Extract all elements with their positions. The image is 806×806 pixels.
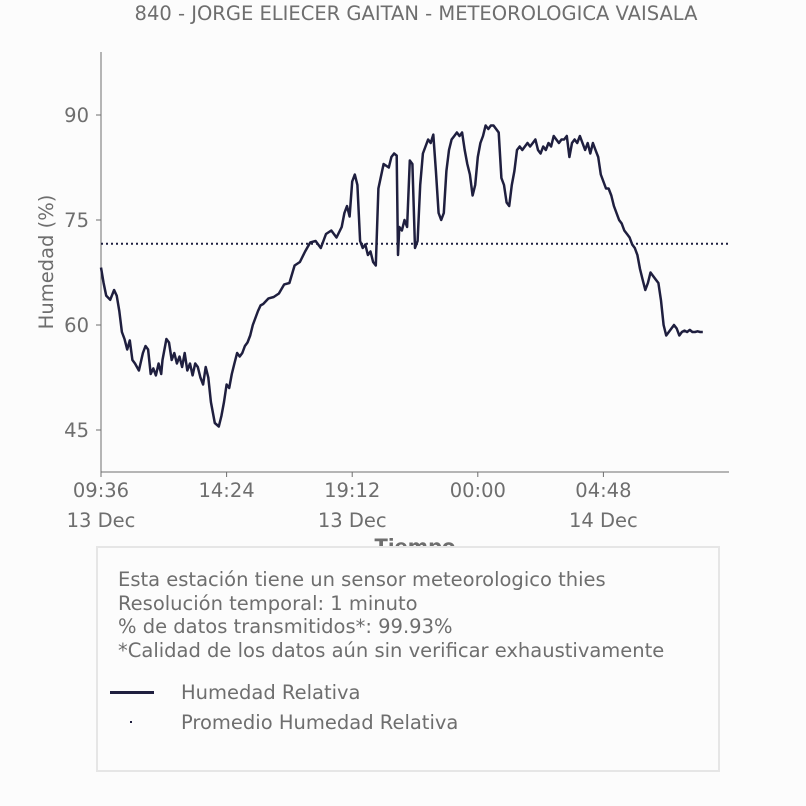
legend-box: Esta estación tiene un sensor meteorolog… (96, 546, 720, 772)
x-tick-label: 14:24 (198, 479, 254, 502)
y-tick-label: 90 (64, 104, 89, 127)
legend-item-average: Promedio Humedad Relativa (110, 710, 458, 734)
chart-title: 840 - JORGE ELIECER GAITAN - METEOROLOGI… (135, 2, 699, 25)
y-tick-label: 75 (64, 209, 89, 232)
x-tick-label: 19:12 (324, 479, 380, 502)
x-tick-label: 00:00 (450, 479, 506, 502)
legend-item-humidity: Humedad Relativa (110, 680, 361, 704)
x-tick-date-label: 13 Dec (67, 509, 136, 532)
note-sensor: Esta estación tiene un sensor meteorolog… (118, 568, 606, 591)
humidity-chart: 840 - JORGE ELIECER GAITAN - METEOROLOGI… (35, 2, 729, 558)
legend-line-swatch (110, 680, 156, 704)
plot-area: 45 60 75 90 09:36 13 Dec 14:24 19:12 13 Dec 00:00… (64, 52, 729, 532)
x-tick-date-label: 13 Dec (318, 509, 387, 532)
legend-dot-swatch (110, 710, 156, 734)
legend-label-humidity: Humedad Relativa (181, 680, 361, 704)
y-tick-label: 60 (64, 314, 89, 337)
legend-dot-mark (130, 721, 132, 723)
y-axis-label: Humedad (%) (35, 195, 58, 330)
humidity-series-line (99, 124, 703, 428)
note-transmitted: % de datos transmitidos*: 99.93% (118, 615, 453, 638)
station-notes: Esta estación tiene un sensor meteorolog… (118, 568, 664, 662)
x-tick-date-label: 14 Dec (569, 509, 638, 532)
note-quality: *Calidad de los datos aún sin verificar … (118, 638, 665, 662)
x-tick-label: 04:48 (575, 479, 631, 502)
note-resolution: Resolución temporal: 1 minuto (118, 591, 418, 615)
legend-line-mark (110, 691, 154, 694)
x-tick-label: 09:36 (73, 479, 129, 502)
legend-label-average: Promedio Humedad Relativa (181, 710, 459, 734)
y-tick-label: 45 (64, 419, 89, 442)
